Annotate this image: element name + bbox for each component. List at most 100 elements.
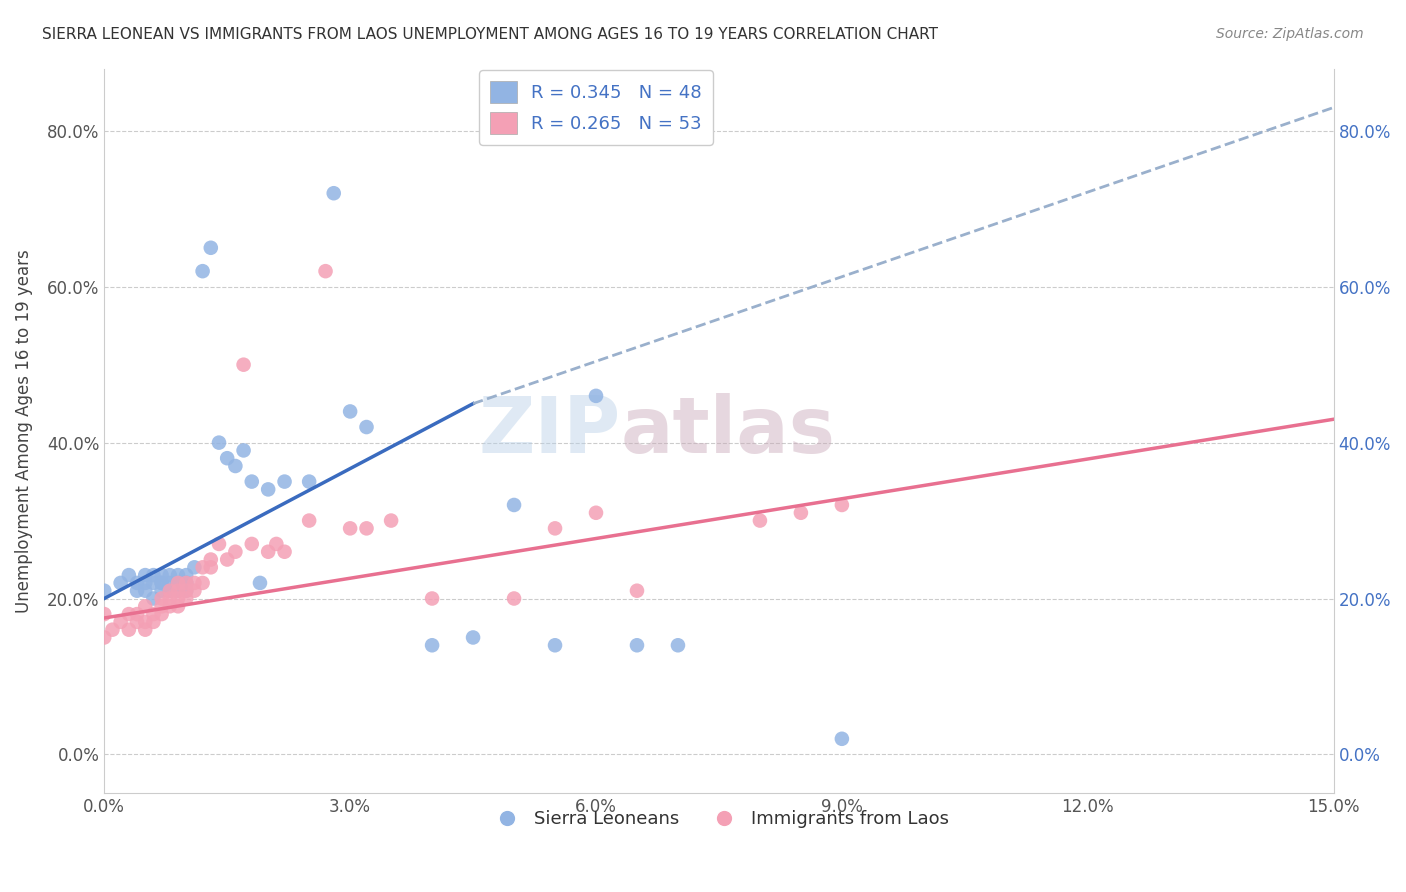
Point: [183, 583, 205, 598]
Point: [224, 458, 246, 473]
Point: [159, 583, 181, 598]
Point: [298, 475, 321, 489]
Point: [142, 568, 165, 582]
Point: [134, 623, 156, 637]
Point: [249, 575, 271, 590]
Point: [273, 475, 295, 489]
Point: [174, 575, 197, 590]
Point: [134, 575, 156, 590]
Point: [273, 545, 295, 559]
Point: [266, 537, 288, 551]
Point: [748, 514, 770, 528]
Point: [118, 568, 141, 582]
Point: [315, 264, 337, 278]
Point: [125, 583, 148, 598]
Point: [420, 591, 443, 606]
Point: [150, 583, 173, 598]
Point: [200, 552, 222, 566]
Point: [150, 599, 173, 614]
Point: [134, 583, 156, 598]
Point: [134, 568, 156, 582]
Point: [257, 545, 280, 559]
Point: [134, 599, 156, 614]
Point: [174, 575, 197, 590]
Point: [167, 583, 190, 598]
Point: [174, 591, 197, 606]
Text: Source: ZipAtlas.com: Source: ZipAtlas.com: [1216, 27, 1364, 41]
Point: [191, 264, 214, 278]
Point: [159, 599, 181, 614]
Point: [110, 575, 132, 590]
Point: [142, 591, 165, 606]
Point: [831, 731, 853, 746]
Point: [150, 591, 173, 606]
Text: atlas: atlas: [620, 393, 835, 469]
Point: [257, 483, 280, 497]
Point: [93, 631, 115, 645]
Text: SIERRA LEONEAN VS IMMIGRANTS FROM LAOS UNEMPLOYMENT AMONG AGES 16 TO 19 YEARS CO: SIERRA LEONEAN VS IMMIGRANTS FROM LAOS U…: [42, 27, 938, 42]
Point: [167, 599, 190, 614]
Point: [118, 623, 141, 637]
Point: [339, 404, 361, 418]
Point: [167, 575, 190, 590]
Point: [503, 591, 526, 606]
Point: [125, 607, 148, 621]
Point: [224, 545, 246, 559]
Point: [167, 591, 190, 606]
Point: [420, 638, 443, 652]
Point: [150, 575, 173, 590]
Point: [322, 186, 344, 201]
Point: [232, 358, 254, 372]
Point: [118, 607, 141, 621]
Point: [183, 575, 205, 590]
Point: [174, 568, 197, 582]
Point: [356, 420, 378, 434]
Point: [159, 568, 181, 582]
Point: [666, 638, 689, 652]
Point: [142, 607, 165, 621]
Point: [159, 583, 181, 598]
Point: [174, 575, 197, 590]
Point: [626, 638, 648, 652]
Text: ZIP: ZIP: [478, 393, 620, 469]
Point: [183, 560, 205, 574]
Legend: Sierra Leoneans, Immigrants from Laos: Sierra Leoneans, Immigrants from Laos: [481, 803, 956, 835]
Point: [585, 506, 607, 520]
Point: [142, 615, 165, 629]
Point: [461, 631, 484, 645]
Point: [200, 241, 222, 255]
Point: [626, 583, 648, 598]
Point: [101, 623, 124, 637]
Point: [167, 583, 190, 598]
Point: [93, 607, 115, 621]
Point: [790, 506, 813, 520]
Point: [159, 575, 181, 590]
Point: [167, 568, 190, 582]
Point: [380, 514, 402, 528]
Point: [298, 514, 321, 528]
Point: [174, 583, 197, 598]
Point: [503, 498, 526, 512]
Point: [150, 568, 173, 582]
Point: [544, 638, 567, 652]
Point: [232, 443, 254, 458]
Point: [167, 575, 190, 590]
Point: [191, 575, 214, 590]
Point: [208, 537, 231, 551]
Point: [125, 575, 148, 590]
Point: [356, 521, 378, 535]
Point: [240, 475, 263, 489]
Y-axis label: Unemployment Among Ages 16 to 19 years: Unemployment Among Ages 16 to 19 years: [15, 249, 32, 613]
Point: [217, 552, 239, 566]
Point: [134, 615, 156, 629]
Point: [339, 521, 361, 535]
Point: [208, 435, 231, 450]
Point: [831, 498, 853, 512]
Point: [159, 591, 181, 606]
Point: [585, 389, 607, 403]
Point: [240, 537, 263, 551]
Point: [110, 615, 132, 629]
Point: [125, 615, 148, 629]
Point: [93, 583, 115, 598]
Point: [150, 575, 173, 590]
